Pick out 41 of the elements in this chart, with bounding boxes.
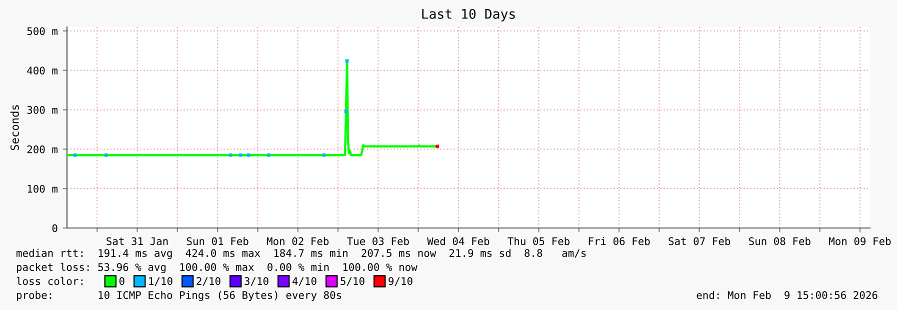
legend-label: 0 [119, 277, 124, 286]
y-tick-label: 200 m [27, 145, 58, 154]
line-series [67, 60, 438, 156]
point [104, 153, 108, 157]
point [238, 153, 242, 157]
x-tick-label: Wed 04 Feb [427, 237, 490, 246]
x-tick-label: Mon 02 Feb [266, 237, 329, 246]
x-tick-label: Mon 09 Feb [829, 237, 891, 246]
x-tick-label: Thu 05 Feb [508, 237, 570, 246]
x-tick-label: Tue 03 Feb [347, 237, 409, 246]
legend-label: 1/10 [149, 277, 172, 286]
y-tick-label: 500 m [27, 27, 58, 36]
x-tick-label: Sat 07 Feb [668, 237, 730, 246]
text: median rtt: 191.4 ms avg 424.0 ms max 184.7 ms min 207.5 ms now 21.9 ms sd 8.8 am/s [16, 248, 586, 260]
point [267, 153, 270, 157]
text: packet loss: 53.96 % avg 100.00 % max 0.00 % min 100.00 % now [16, 262, 418, 274]
x-tick-label: Fri 06 Feb [588, 237, 650, 246]
point [344, 110, 348, 114]
y-tick-label: 0 [52, 224, 58, 232]
y-tick-label: 100 m [28, 184, 58, 193]
y-tick-label: 400 m [27, 66, 58, 74]
y-tick-label: 300 m [27, 106, 58, 114]
point [73, 153, 77, 157]
legend-label: 2/10 [196, 277, 220, 286]
point [345, 59, 349, 63]
chart-title: Last 10 Days [422, 8, 515, 22]
x-tick-label: Sun 08 Feb [749, 237, 810, 246]
point [246, 153, 250, 157]
point [228, 153, 232, 157]
legend-label: 5/10 [340, 277, 364, 286]
legend-label: 4/10 [292, 277, 316, 286]
text: end: Mon Feb 9 15:00:56 2026 [696, 290, 878, 300]
point [322, 153, 326, 157]
text: probe: 10 ICMP Echo Pings (56 Bytes) every 80s [16, 290, 342, 302]
x-tick-label: Sat 31 Jan [106, 237, 168, 246]
y-axis-title: Seconds [10, 105, 19, 150]
x-tick-label: Sun 01 Feb [186, 237, 248, 246]
legend-label: 9/10 [388, 277, 412, 286]
legend-label: 3/10 [244, 277, 268, 286]
text: loss color: [16, 276, 82, 286]
point [436, 144, 440, 148]
